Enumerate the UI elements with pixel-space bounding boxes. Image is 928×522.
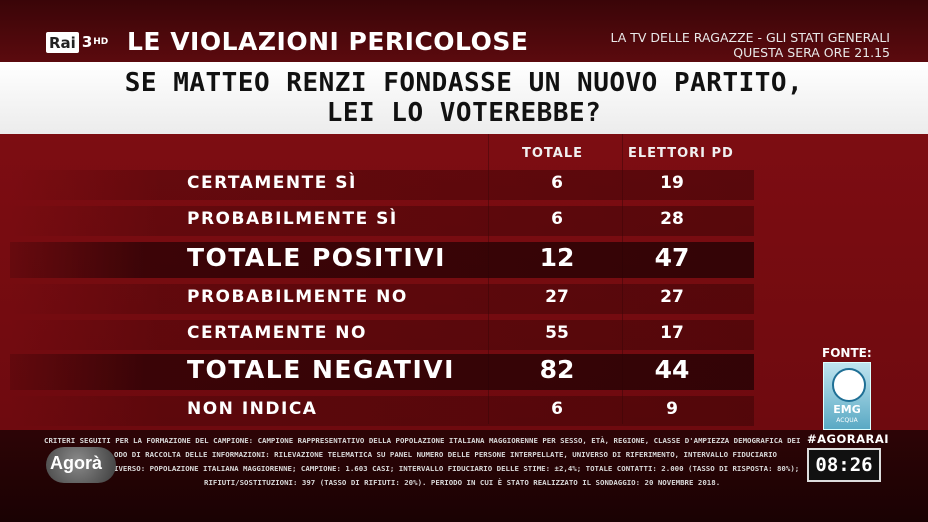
row-total: 6 (551, 399, 563, 419)
question-banner: SE MATTEO RENZI FONDASSE UN NUOVO PARTIT… (0, 62, 928, 134)
agora-logo: Agorà (46, 447, 116, 483)
table-row-total: TOTALE POSITIVI 12 47 (0, 242, 760, 278)
row-pd: 27 (660, 287, 684, 307)
row-band (10, 242, 754, 278)
row-total: 12 (539, 243, 575, 272)
emg-logo-text: EMG (833, 403, 861, 416)
top-bar (0, 0, 928, 62)
row-pd: 19 (660, 173, 684, 193)
table-row: PROBABILMENTE NO 27 27 (0, 284, 760, 314)
show-title: LE VIOLAZIONI PERICOLOSE (127, 27, 529, 56)
row-label: PROBABILMENTE NO (187, 287, 408, 307)
agora-logo-text: Agorà (50, 453, 103, 473)
methodology-line: CRITERI SEGUITI PER LA FORMAZIONE DEL CA… (44, 436, 804, 445)
table-row: NON INDICA 6 9 (0, 396, 760, 426)
question-line-2: LEI LO VOTEREBBE? (326, 98, 602, 128)
methodology-line: IVERSO: POPOLAZIONE ITALIANA MAGGIORENNE… (114, 464, 800, 473)
row-label: PROBABILMENTE SÌ (187, 209, 398, 229)
row-pd: 17 (660, 323, 684, 343)
methodology-line: ODO DI RACCOLTA DELLE INFORMAZIONI: RILE… (114, 450, 777, 459)
row-band (10, 396, 754, 426)
promo-line-2: QUESTA SERA ORE 21.15 (733, 45, 890, 60)
row-pd: 47 (654, 243, 690, 272)
table-row: CERTAMENTE SÌ 6 19 (0, 170, 760, 200)
row-band (10, 284, 754, 314)
column-divider (622, 134, 623, 424)
row-band (10, 354, 754, 390)
hd-badge: HD (93, 37, 109, 47)
row-label: CERTAMENTE SÌ (187, 173, 357, 193)
clock: 08:26 (807, 448, 881, 482)
table-row: PROBABILMENTE SÌ 6 28 (0, 206, 760, 236)
row-band (10, 320, 754, 350)
emg-logo-sub: ACQUA (836, 417, 858, 424)
column-header-pd: ELETTORI PD (628, 146, 734, 161)
table-row-total: TOTALE NEGATIVI 82 44 (0, 354, 760, 390)
channel-logo: Rai 3 HD (46, 31, 108, 53)
row-band (10, 206, 754, 236)
methodology-line: RIFIUTI/SOSTITUZIONI: 397 (TASSO DI RIFI… (204, 478, 721, 487)
question-line-1: SE MATTEO RENZI FONDASSE UN NUOVO PARTIT… (124, 68, 804, 98)
row-label: TOTALE POSITIVI (187, 243, 446, 272)
channel-number: 3 (81, 33, 93, 51)
promo-line-1: LA TV DELLE RAGAZZE - GLI STATI GENERALI (610, 30, 891, 45)
row-label: NON INDICA (187, 399, 318, 419)
footer-bar (0, 430, 928, 522)
row-label: CERTAMENTE NO (187, 323, 367, 343)
row-total: 82 (539, 355, 575, 384)
row-pd: 44 (654, 355, 690, 384)
column-divider (488, 134, 489, 424)
hashtag: #AGORARAI (807, 432, 890, 446)
row-pd: 28 (660, 209, 684, 229)
emg-disc-icon (832, 368, 866, 402)
promo-text: LA TV DELLE RAGAZZE - GLI STATI GENERALI… (611, 30, 891, 60)
rai-logo: Rai (46, 31, 79, 53)
methodology-note: CRITERI SEGUITI PER LA FORMAZIONE DEL CA… (44, 434, 804, 490)
row-total: 55 (545, 323, 569, 343)
row-band (10, 170, 754, 200)
row-label: TOTALE NEGATIVI (187, 355, 455, 384)
table-row: CERTAMENTE NO 55 17 (0, 320, 760, 350)
row-total: 6 (551, 209, 563, 229)
row-total: 6 (551, 173, 563, 193)
row-pd: 9 (666, 399, 678, 419)
row-total: 27 (545, 287, 569, 307)
emg-logo: EMG ACQUA (823, 362, 871, 430)
source-label: FONTE: (822, 346, 872, 360)
column-header-total: TOTALE (522, 146, 584, 161)
